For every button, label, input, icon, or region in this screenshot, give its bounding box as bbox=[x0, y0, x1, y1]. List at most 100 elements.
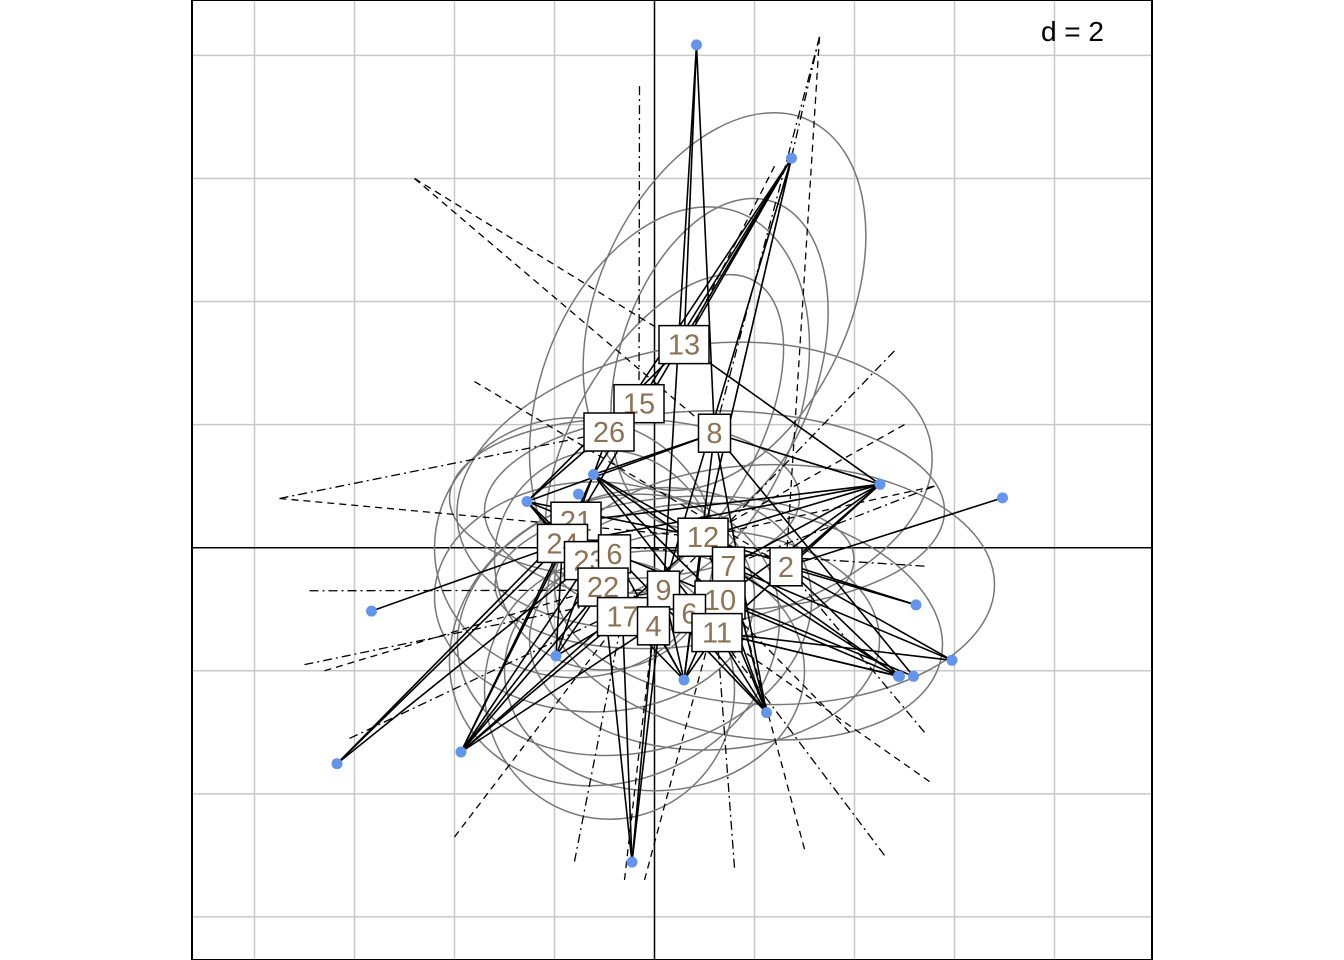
star-edge bbox=[728, 565, 900, 677]
data-point bbox=[550, 650, 562, 662]
dashed-connector bbox=[562, 542, 925, 567]
class-label-text: 6 bbox=[606, 539, 622, 571]
class-label-text: 4 bbox=[645, 611, 661, 643]
star-edge bbox=[336, 520, 577, 765]
dashed-connector bbox=[702, 424, 905, 538]
plot-frame bbox=[191, 0, 1153, 960]
data-point bbox=[588, 468, 599, 480]
class-ellipse bbox=[553, 463, 996, 706]
star-edge bbox=[592, 473, 721, 601]
class-label-box bbox=[636, 606, 671, 646]
class-label-box bbox=[691, 612, 743, 653]
data-point bbox=[786, 152, 797, 164]
class-label-box bbox=[597, 534, 632, 574]
star-edge bbox=[621, 616, 633, 863]
class-ellipse bbox=[456, 486, 813, 757]
dashed-connector bbox=[638, 86, 641, 404]
star-edge bbox=[713, 432, 915, 677]
star-edge bbox=[728, 565, 953, 662]
scale-label: d = 2 bbox=[1041, 16, 1104, 47]
class-label-box bbox=[658, 324, 710, 365]
class-label-text: 13 bbox=[668, 330, 700, 362]
class-label-box bbox=[583, 412, 635, 452]
star-edge bbox=[785, 497, 1003, 568]
dashed-connector bbox=[573, 616, 624, 862]
data-point bbox=[331, 758, 343, 770]
class-ellipse bbox=[433, 481, 756, 713]
class-label-text: 2 bbox=[778, 552, 794, 584]
dashed-connector bbox=[414, 177, 685, 346]
star-edge bbox=[719, 483, 881, 601]
class-label-text: 7 bbox=[720, 551, 736, 583]
data-point bbox=[997, 492, 1008, 504]
data-point bbox=[678, 674, 690, 686]
class-label-text: 10 bbox=[704, 585, 736, 617]
data-point bbox=[910, 599, 922, 611]
data-point bbox=[761, 707, 772, 719]
star-edge bbox=[695, 44, 716, 434]
dashed-connector bbox=[309, 589, 664, 592]
dashed-connector bbox=[716, 632, 736, 868]
star-edge bbox=[460, 616, 624, 753]
star-edge bbox=[336, 559, 591, 765]
data-point bbox=[874, 478, 886, 490]
data-point bbox=[573, 488, 584, 500]
class-label-box bbox=[697, 413, 732, 453]
star-edge bbox=[716, 631, 953, 662]
dashed-connector bbox=[453, 616, 624, 838]
data-point bbox=[626, 856, 638, 868]
class-label-text: 9 bbox=[655, 575, 671, 607]
dashed-connector bbox=[785, 566, 925, 733]
star-edge bbox=[728, 483, 881, 567]
class-label-box bbox=[711, 546, 746, 586]
dashed-connector bbox=[719, 599, 850, 733]
dashed-connector bbox=[324, 586, 604, 672]
star-edge bbox=[460, 560, 591, 753]
data-point bbox=[946, 654, 958, 666]
class-label-text: 8 bbox=[706, 418, 722, 450]
dashed-connector bbox=[713, 36, 821, 434]
star-edge bbox=[371, 542, 563, 612]
class-ellipse bbox=[582, 111, 867, 492]
star-edge bbox=[785, 566, 953, 662]
axis-lines bbox=[192, 0, 1152, 960]
star-edge bbox=[562, 483, 881, 545]
star-edge bbox=[719, 599, 900, 678]
dashed-connector bbox=[663, 350, 895, 591]
dashed-connector bbox=[279, 497, 704, 538]
star-edge bbox=[702, 157, 793, 538]
class-ellipse bbox=[494, 495, 855, 650]
dashed-connector bbox=[279, 431, 610, 500]
star-edge bbox=[714, 432, 881, 486]
star-edge bbox=[460, 625, 654, 753]
grid-lines bbox=[192, 0, 1152, 960]
star-edge bbox=[460, 586, 604, 753]
dashed-connectors bbox=[279, 36, 935, 881]
class-label-text: 17 bbox=[606, 602, 638, 634]
dashed-connector bbox=[702, 485, 935, 538]
data-point bbox=[521, 496, 533, 508]
class-ellipses bbox=[433, 111, 996, 820]
data-points bbox=[331, 39, 1008, 868]
data-point bbox=[893, 670, 904, 682]
data-point bbox=[908, 670, 919, 682]
class-ellipse bbox=[503, 550, 806, 792]
star-edge bbox=[662, 44, 698, 591]
star-edge bbox=[593, 432, 715, 476]
star-edge bbox=[683, 343, 881, 485]
data-point bbox=[691, 39, 702, 51]
dashed-connector bbox=[414, 177, 715, 434]
star-edge bbox=[716, 631, 899, 678]
data-point bbox=[455, 746, 467, 758]
star-edge bbox=[683, 44, 698, 345]
dashed-connector bbox=[683, 165, 776, 345]
class-label-text: 11 bbox=[702, 618, 732, 650]
star-edge bbox=[631, 625, 655, 863]
class-label-text: 26 bbox=[593, 417, 625, 449]
dashed-connector bbox=[785, 36, 821, 567]
star-edge bbox=[336, 542, 564, 765]
dashed-connector bbox=[728, 485, 935, 567]
class-label-box bbox=[769, 547, 803, 587]
